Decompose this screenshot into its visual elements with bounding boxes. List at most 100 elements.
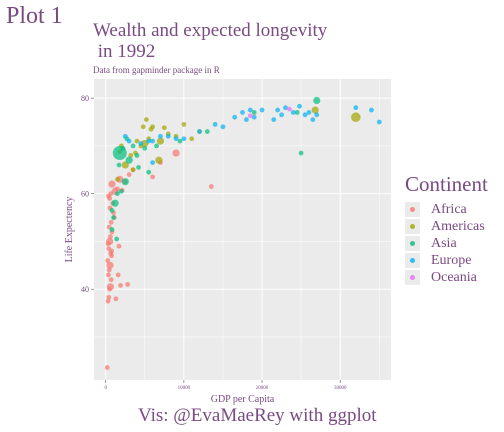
- x-tick-label: 10000: [178, 386, 191, 391]
- data-point-africa: [106, 294, 112, 300]
- data-point-europe: [197, 129, 202, 134]
- data-point-europe: [181, 136, 187, 142]
- legend-label: Americas: [431, 218, 485, 234]
- plot-panel: [94, 79, 391, 380]
- data-point-europe: [244, 117, 249, 123]
- data-point-europe: [297, 103, 302, 109]
- data-point-asia: [109, 227, 115, 232]
- data-point-asia: [298, 150, 304, 156]
- data-point-asia: [118, 188, 124, 194]
- axis-ticks: 0 10000 20000 30000 40 60 80: [81, 94, 347, 391]
- data-point-asia: [130, 143, 136, 149]
- data-point-africa: [113, 296, 119, 302]
- data-point-europe: [302, 112, 308, 118]
- y-tick-label: 40: [81, 285, 89, 294]
- data-point-africa: [106, 261, 114, 269]
- data-point-africa: [108, 234, 113, 240]
- data-point-africa: [150, 174, 156, 180]
- legend-key: [405, 202, 420, 217]
- x-axis-label: GDP per Capita: [211, 394, 275, 405]
- legend-item-europe: Europe: [405, 252, 488, 269]
- data-point-africa: [108, 180, 116, 188]
- legend-dot-americas: [410, 224, 415, 229]
- data-point-europe: [279, 112, 284, 118]
- legend-label: Africa: [431, 201, 467, 217]
- plot-label: Plot 1: [6, 3, 63, 29]
- data-point-asia: [313, 96, 321, 105]
- y-axis-label: Life Expectency: [64, 197, 75, 263]
- data-point-africa: [208, 184, 214, 189]
- legend-label: Europe: [431, 252, 472, 268]
- x-tick-label: 30000: [334, 386, 347, 391]
- data-point-europe: [146, 138, 152, 144]
- data-point-europe: [165, 133, 171, 139]
- data-point-asia: [146, 169, 152, 175]
- data-point-europe: [275, 107, 281, 113]
- data-point-africa: [108, 277, 114, 283]
- data-points: [104, 96, 382, 370]
- data-point-americas: [189, 136, 195, 142]
- data-point-europe: [247, 107, 253, 113]
- data-point-europe: [126, 138, 132, 144]
- data-point-asia: [134, 153, 140, 158]
- data-point-europe: [212, 121, 218, 127]
- data-point-asia: [125, 156, 133, 164]
- legend-label: Oceania: [431, 269, 477, 285]
- legend-dot-asia: [410, 241, 415, 246]
- data-point-asia: [251, 110, 257, 115]
- legend-key: [405, 219, 420, 234]
- legend-item-americas: Americas: [405, 218, 488, 235]
- data-point-asia: [294, 110, 300, 115]
- data-point-europe: [271, 117, 277, 123]
- y-tick-label: 60: [81, 190, 89, 199]
- data-point-asia: [111, 199, 119, 207]
- legend-item-oceania: Oceania: [405, 269, 488, 286]
- x-tick-label: 0: [104, 386, 107, 391]
- data-point-asia: [115, 191, 120, 197]
- data-point-africa: [105, 298, 111, 304]
- data-point-europe: [122, 133, 128, 139]
- legend: Continent Africa Americas Asia Europe Oc…: [405, 172, 488, 286]
- y-tick-label: 80: [81, 94, 89, 103]
- data-point-europe: [173, 136, 179, 142]
- legend-key: [405, 270, 420, 285]
- data-point-europe: [283, 105, 288, 111]
- data-point-africa: [118, 283, 123, 288]
- data-point-americas: [156, 137, 165, 145]
- data-point-asia: [142, 145, 148, 151]
- chart-title: Wealth and expected longevity in 1992: [93, 20, 328, 62]
- legend-label: Asia: [431, 235, 457, 251]
- data-point-africa: [107, 196, 113, 201]
- legend-dot-europe: [410, 258, 415, 263]
- data-point-americas: [155, 156, 163, 164]
- data-point-europe: [306, 110, 312, 115]
- data-point-africa: [108, 219, 114, 225]
- legend-item-africa: Africa: [405, 201, 488, 218]
- data-point-europe: [369, 107, 374, 113]
- data-point-africa: [105, 258, 111, 263]
- data-point-americas: [181, 121, 187, 127]
- x-tick-label: 20000: [256, 386, 269, 391]
- data-point-africa: [125, 282, 131, 287]
- data-point-europe: [376, 119, 382, 125]
- data-point-africa: [116, 243, 122, 249]
- data-point-americas: [161, 125, 167, 131]
- data-point-europe: [220, 124, 226, 130]
- data-point-asia: [116, 162, 122, 168]
- data-point-oceania: [286, 106, 292, 112]
- legend-title: Continent: [405, 172, 488, 196]
- legend-item-asia: Asia: [405, 235, 488, 252]
- data-point-asia: [154, 143, 159, 149]
- data-point-africa: [115, 272, 121, 278]
- data-point-europe: [353, 105, 359, 111]
- data-point-europe: [310, 117, 316, 123]
- data-point-americas: [115, 176, 120, 182]
- data-point-americas: [140, 124, 146, 130]
- data-point-europe: [290, 110, 296, 115]
- data-point-europe: [314, 112, 320, 118]
- legend-dot-africa: [410, 207, 415, 212]
- data-point-africa: [106, 283, 115, 291]
- data-point-europe: [150, 138, 156, 144]
- data-point-americas: [121, 161, 129, 169]
- data-point-africa: [115, 186, 120, 192]
